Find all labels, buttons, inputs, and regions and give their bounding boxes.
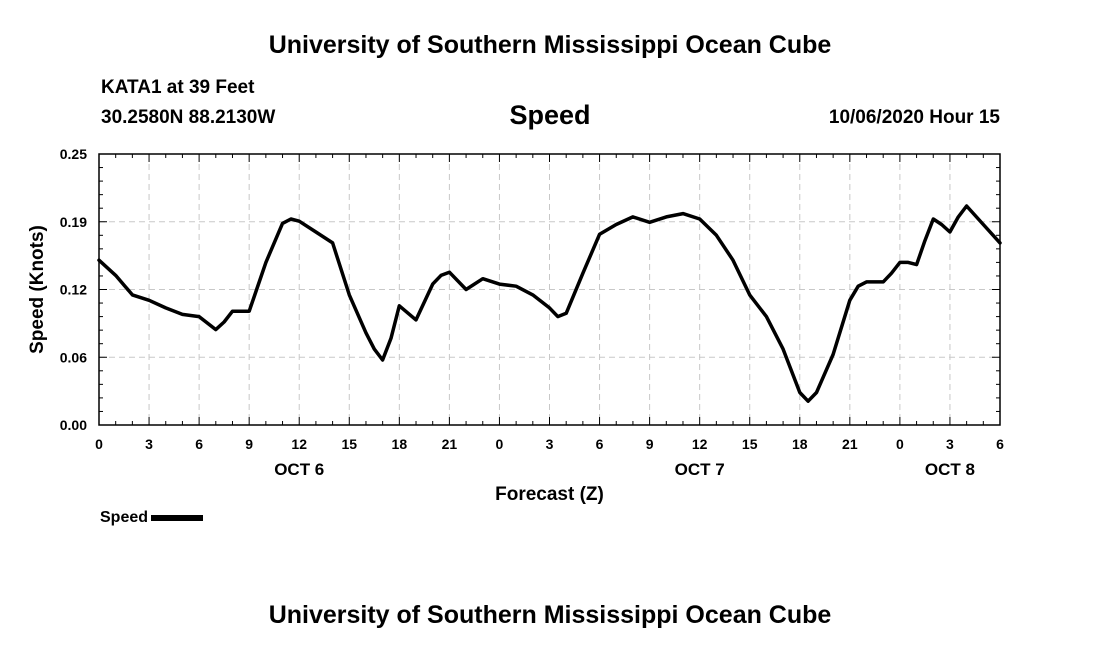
y-axis-label: Speed (Knots)	[27, 225, 48, 354]
y-tick-labels: 0.00 0.06 0.12 0.19 0.25	[60, 146, 87, 433]
y-tick-label: 0.19	[60, 214, 87, 230]
chart-title: Speed	[509, 100, 591, 130]
date-label: OCT 8	[925, 460, 975, 479]
x-tick-label: 15	[341, 436, 357, 452]
datetime-label: 10/06/2020 Hour 15	[828, 107, 1000, 128]
x-axis-label: Forecast (Z)	[495, 484, 604, 505]
legend-label: Speed	[100, 509, 149, 526]
speed-series-line	[97, 204, 1002, 403]
x-tick-label: 0	[496, 436, 504, 452]
top-title: University of Southern Mississippi Ocean…	[268, 31, 832, 59]
y-tick-label: 0.25	[60, 146, 87, 162]
axis-ticks	[98, 153, 1001, 426]
grid-lines	[99, 154, 1000, 425]
x-tick-label: 12	[291, 436, 307, 452]
x-tick-label: 21	[442, 436, 458, 452]
x-tick-label: 9	[245, 436, 253, 452]
coordinates-label: 30.2580N 88.2130W	[101, 107, 276, 128]
x-tick-label: 0	[95, 436, 103, 452]
x-tick-label: 21	[842, 436, 858, 452]
legend-line-swatch	[151, 514, 204, 521]
y-tick-label: 0.06	[60, 349, 87, 365]
x-tick-label: 0	[896, 436, 904, 452]
x-tick-label: 6	[195, 436, 203, 452]
date-label: OCT 6	[274, 460, 324, 479]
x-tick-label: 12	[692, 436, 708, 452]
x-tick-label: 15	[742, 436, 758, 452]
legend: Speed	[100, 509, 204, 527]
date-label: OCT 7	[675, 460, 725, 479]
x-tick-label: 18	[792, 436, 808, 452]
x-tick-label: 9	[646, 436, 654, 452]
x-tick-label: 3	[145, 436, 153, 452]
y-tick-label: 0.12	[60, 282, 87, 298]
bottom-title: University of Southern Mississippi Ocean…	[268, 601, 832, 629]
y-tick-label: 0.00	[60, 417, 87, 433]
x-tick-labels: 0 3 6 9 12 15 18 21 0 3 6 9 12 15 18 21 0 3 6	[95, 436, 1004, 452]
x-tick-label: 3	[546, 436, 554, 452]
x-tick-label: 3	[946, 436, 954, 452]
x-tick-label: 6	[996, 436, 1004, 452]
station-label: KATA1 at 39 Feet	[101, 77, 255, 98]
x-tick-label: 18	[392, 436, 408, 452]
date-labels: OCT 6 OCT 7 OCT 8	[274, 460, 975, 479]
x-tick-label: 6	[596, 436, 604, 452]
